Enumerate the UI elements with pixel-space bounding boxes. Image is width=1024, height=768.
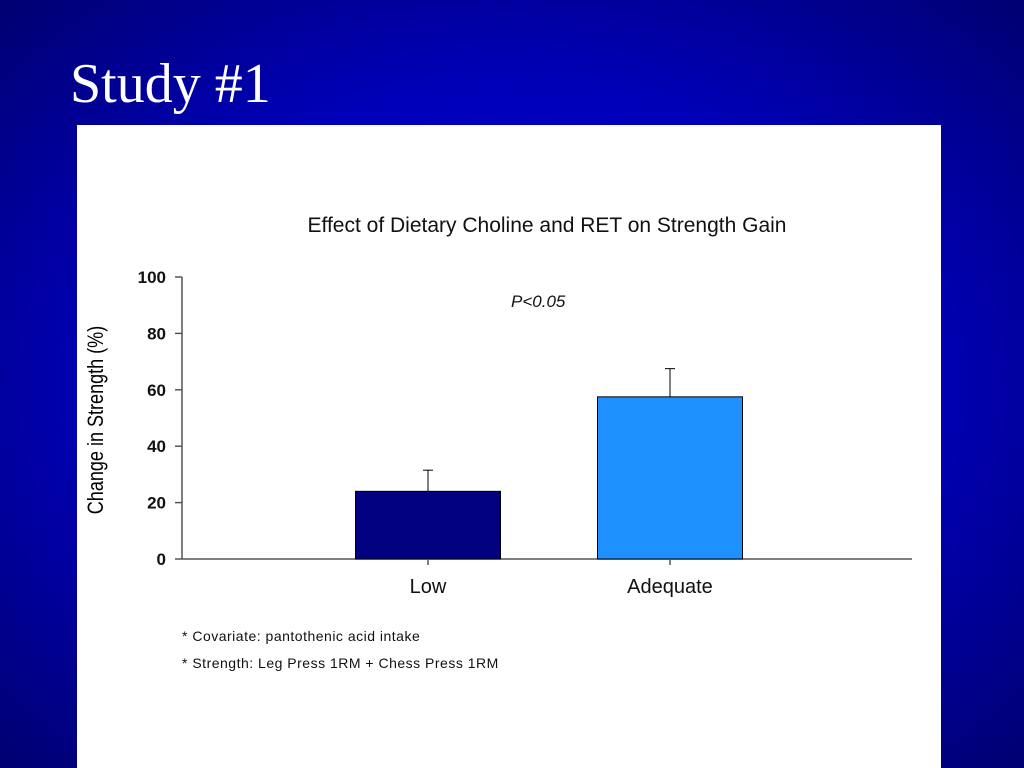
y-tick-label-80: 80: [147, 324, 166, 343]
y-axis-label: Change in Strength (%): [84, 326, 108, 514]
slide-title: Study #1: [70, 53, 271, 115]
y-tick-label-20: 20: [147, 494, 166, 513]
y-tick-label-100: 100: [138, 268, 166, 287]
bar-adequate: [597, 396, 743, 560]
x-tick-label-adequate: Adequate: [627, 576, 713, 598]
footnote-covariate: * Covariate: pantothenic acid intake: [182, 628, 420, 644]
chart-panel: Effect of Dietary Choline and RET on Str…: [77, 125, 941, 768]
bar-chart: Effect of Dietary Choline and RET on Str…: [84, 214, 912, 671]
bar-low: [355, 490, 501, 560]
x-tick-label-low: Low: [410, 576, 447, 598]
plot-area: 0 20 40 60 80 100 Low Adequate: [138, 268, 912, 598]
p-value-annotation: P<0.05: [511, 292, 566, 311]
y-tick-label-0: 0: [157, 550, 166, 569]
footnote-strength: * Strength: Leg Press 1RM + Chess Press …: [182, 655, 499, 671]
y-tick-label-40: 40: [147, 437, 166, 456]
chart-title: Effect of Dietary Choline and RET on Str…: [308, 214, 787, 237]
y-tick-label-60: 60: [147, 381, 166, 400]
